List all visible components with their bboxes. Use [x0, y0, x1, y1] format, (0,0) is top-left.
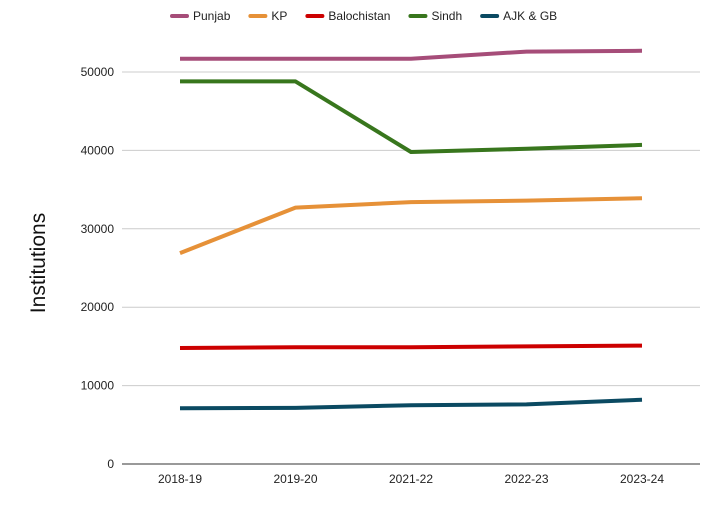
- y-tick-label: 10000: [81, 379, 115, 393]
- series-line-balochistan: [179, 343, 643, 350]
- y-tick-label: 0: [107, 457, 114, 471]
- legend-label-sindh: Sindh: [431, 9, 462, 23]
- y-axis-ticks: 0 10000 20000 30000 40000 50000: [81, 65, 115, 471]
- y-tick-label: 50000: [81, 65, 115, 79]
- x-tick-label: 2018-19: [158, 472, 202, 486]
- series-line-sindh: [180, 79, 643, 154]
- x-axis-ticks: 2018-19 2019-20 2021-22 2022-23 2023-24: [158, 472, 664, 486]
- y-tick-label: 30000: [81, 222, 115, 236]
- legend-label-ajk-gb: AJK & GB: [503, 9, 557, 23]
- y-tick-label: 20000: [81, 300, 115, 314]
- legend-label-punjab: Punjab: [193, 9, 231, 23]
- legend-label-kp: KP: [271, 9, 287, 23]
- x-tick-label: 2019-20: [273, 472, 317, 486]
- series-line-kp: [179, 196, 643, 255]
- x-tick-label: 2022-23: [504, 472, 548, 486]
- y-tick-label: 40000: [81, 143, 115, 157]
- series-line-ajk-gb: [179, 397, 643, 411]
- legend: Punjab KP Balochistan Sindh AJK & GB: [170, 9, 557, 23]
- gridlines: [122, 71, 700, 465]
- x-tick-label: 2021-22: [389, 472, 433, 486]
- series-lines: [179, 48, 643, 411]
- x-tick-label: 2023-24: [620, 472, 664, 486]
- y-axis-title: Institutions: [27, 213, 50, 313]
- legend-label-balochistan: Balochistan: [328, 9, 390, 23]
- series-line-punjab: [180, 48, 643, 61]
